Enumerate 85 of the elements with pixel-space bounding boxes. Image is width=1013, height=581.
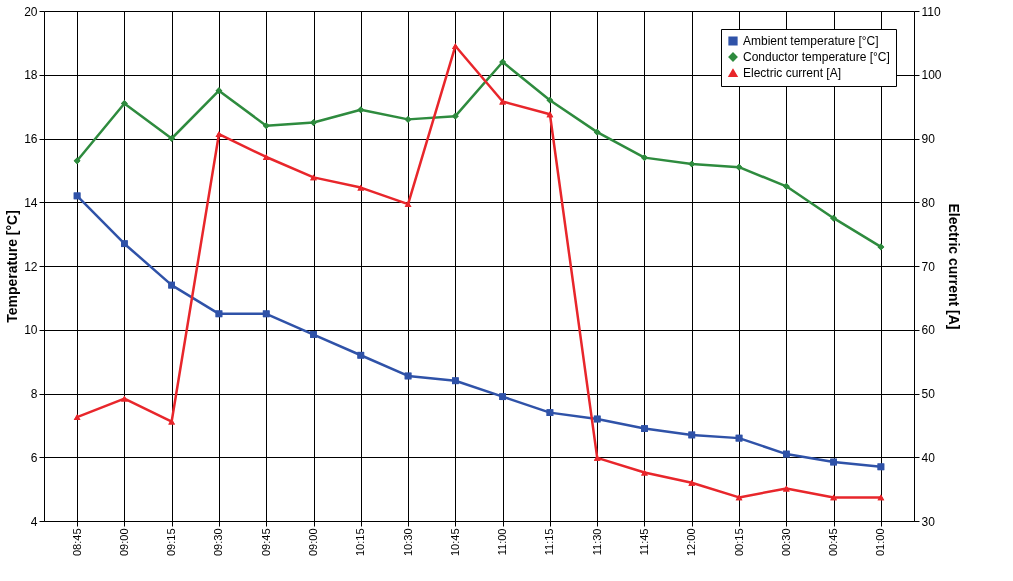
y2-tick-label: 100 xyxy=(921,68,942,83)
legend-label: Electric current [A] xyxy=(743,66,842,80)
legend-label: Ambient temperature [°C] xyxy=(743,34,879,48)
point xyxy=(782,450,790,458)
x-tick-label: 01:00 xyxy=(874,528,887,557)
point xyxy=(452,43,459,49)
x-tick-label: 10:15 xyxy=(354,528,367,557)
y-tick-label: 4 xyxy=(30,514,38,529)
point xyxy=(262,122,270,130)
point xyxy=(262,154,270,160)
point xyxy=(830,494,837,501)
y-tick-label: 18 xyxy=(24,68,38,83)
point xyxy=(593,128,601,136)
point xyxy=(877,494,885,501)
point xyxy=(782,485,790,492)
y2-tick-label: 40 xyxy=(921,450,936,465)
point xyxy=(262,310,270,318)
x-tick-label: 09:00 xyxy=(307,528,320,557)
point xyxy=(452,112,459,120)
x-tick-label: 00:15 xyxy=(732,528,745,557)
point xyxy=(877,243,885,251)
point xyxy=(830,458,837,466)
x-tick-label: 09:45 xyxy=(259,528,272,557)
point xyxy=(499,393,506,401)
point xyxy=(593,415,601,423)
y2-tick-label: 80 xyxy=(921,195,936,210)
point xyxy=(546,96,554,104)
y-tick-label: 12 xyxy=(24,259,38,274)
y2-tick-label: 90 xyxy=(921,132,936,146)
y-tick-label: 14 xyxy=(24,195,38,210)
point xyxy=(310,331,317,338)
y-tick-label: 6 xyxy=(30,450,38,465)
point xyxy=(168,135,176,142)
point xyxy=(215,87,223,95)
point xyxy=(452,377,459,385)
y-tick-label: 10 xyxy=(24,323,38,338)
point xyxy=(877,463,885,471)
y-tick-label: 20 xyxy=(24,4,38,19)
point xyxy=(73,414,81,420)
y2-axis-title: Electric current [A] xyxy=(945,203,962,330)
point xyxy=(168,281,176,289)
point xyxy=(546,111,554,118)
point xyxy=(121,240,128,248)
y2-tick-label: 110 xyxy=(921,4,941,19)
point xyxy=(688,431,696,439)
point xyxy=(357,351,365,359)
point xyxy=(310,119,317,126)
point xyxy=(735,494,743,501)
x-tick-label: 08:45 xyxy=(70,528,83,557)
y2-tick-label: 60 xyxy=(921,323,936,338)
y-tick-label: 8 xyxy=(30,387,38,401)
point xyxy=(735,163,743,171)
x-tick-label: 09:00 xyxy=(117,528,130,557)
x-tick-label: 00:30 xyxy=(779,528,792,557)
x-tick-label: 11:45 xyxy=(637,528,650,556)
point xyxy=(121,395,128,402)
y-axis-title: Temperature [°C] xyxy=(4,210,21,323)
y2-tick-label: 70 xyxy=(921,259,936,274)
y-tick-label: 16 xyxy=(24,132,38,146)
x-tick-label: 09:15 xyxy=(165,528,178,557)
point xyxy=(73,157,81,165)
point xyxy=(830,214,837,222)
x-tick-label: 00:45 xyxy=(827,528,840,557)
point xyxy=(404,201,412,208)
point xyxy=(641,469,648,476)
point xyxy=(546,409,554,416)
point xyxy=(688,479,696,486)
point xyxy=(641,425,648,432)
point xyxy=(215,310,223,318)
x-tick-label: 12:00 xyxy=(685,528,698,557)
x-tick-label: 11:00 xyxy=(496,528,509,556)
point xyxy=(404,116,412,123)
x-tick-label: 10:45 xyxy=(448,528,461,557)
point xyxy=(121,100,128,107)
x-tick-label: 10:30 xyxy=(401,528,414,557)
legend-label: Conductor temperature [°C] xyxy=(743,50,890,64)
y2-tick-label: 50 xyxy=(921,387,936,401)
point xyxy=(782,182,790,190)
point xyxy=(310,174,317,181)
point xyxy=(357,106,365,114)
point xyxy=(641,154,648,161)
x-tick-label: 09:30 xyxy=(212,528,225,557)
x-tick-label: 11:15 xyxy=(543,528,556,556)
y2-tick-label: 30 xyxy=(921,514,936,529)
x-tick-label: 11:30 xyxy=(590,528,603,556)
